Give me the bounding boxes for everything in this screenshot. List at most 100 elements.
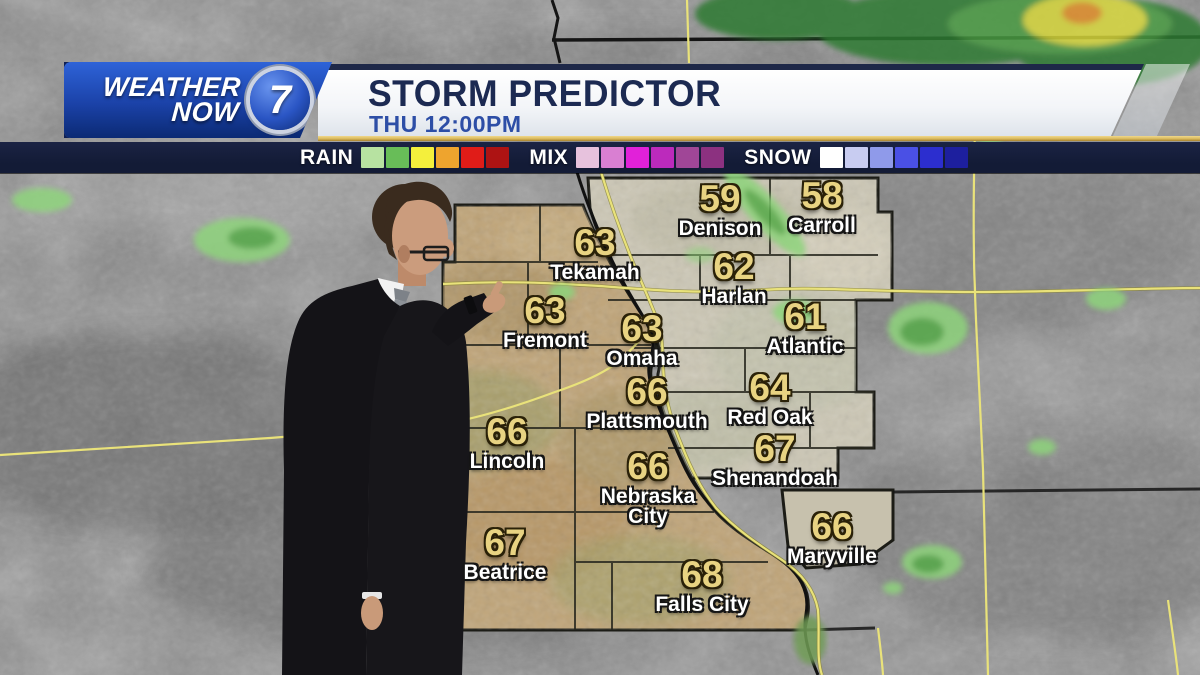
title-band — [318, 64, 1144, 138]
legend-swatch — [626, 147, 650, 168]
legend-swatch — [894, 147, 918, 168]
legend-swatch — [651, 147, 675, 168]
channel-number: 7 — [268, 77, 292, 122]
station-city: Beatrice — [463, 561, 547, 585]
missouri-river — [575, 171, 820, 675]
station-city: Plattsmouth — [586, 410, 708, 434]
presenter-watch — [463, 295, 478, 315]
station-temp: 66 — [486, 411, 528, 452]
page-title: STORM PREDICTOR — [368, 73, 722, 114]
station-city: Atlantic — [766, 335, 844, 359]
station: 63 Fremont — [503, 290, 587, 353]
station-temp: 61 — [784, 296, 826, 337]
legend-swatch — [386, 147, 410, 168]
station-city: Nebraska City — [600, 485, 696, 529]
station: 64 Red Oak — [727, 367, 813, 430]
station: 59 Denison — [678, 178, 762, 241]
legend-swatch — [461, 147, 485, 168]
station: 58 Carroll — [788, 175, 856, 238]
legend-swatches — [361, 147, 510, 168]
presenter-ear — [398, 245, 410, 263]
presenter-hair-front — [385, 181, 453, 222]
presenter-suit-left — [282, 279, 400, 675]
station-temp: 67 — [754, 428, 796, 469]
legend-swatches — [819, 147, 968, 168]
station-temp: 68 — [681, 554, 723, 595]
legend-swatch — [844, 147, 868, 168]
station-temp: 64 — [749, 367, 791, 408]
storm-cell-top-right — [695, 0, 1200, 86]
legend-swatch — [361, 147, 385, 168]
legend-group-mix: MIX — [529, 145, 725, 170]
station-temp: 58 — [801, 175, 843, 216]
station: 61 Atlantic — [766, 296, 844, 359]
legend-swatch — [869, 147, 893, 168]
station-temp: 67 — [484, 522, 526, 563]
county-grid-lines — [443, 178, 1200, 632]
brand-line2: NOW — [170, 97, 241, 127]
station-temp: 66 — [811, 506, 853, 547]
station: 66 Lincoln — [469, 411, 545, 474]
legend-label: SNOW — [744, 145, 812, 169]
forecast-timestamp: THU 12:00PM — [369, 111, 522, 137]
presenter-raised-arm — [432, 293, 496, 346]
station: 68 Falls City — [655, 554, 749, 617]
legend-swatch — [944, 147, 968, 168]
radar-overlay — [12, 0, 1200, 594]
station: 63 Tekamah — [550, 222, 640, 285]
legend-label: RAIN — [300, 145, 354, 169]
station: 67 Shenandoah — [711, 428, 839, 491]
legend-content: RAIN MIX SNOW — [300, 146, 968, 170]
station-temp: 63 — [574, 222, 616, 263]
presenter-suit-right — [366, 300, 470, 675]
legend-swatch — [601, 147, 625, 168]
presenter-pointing-hand — [482, 293, 506, 313]
legend-swatch — [676, 147, 700, 168]
legend-group-snow: SNOW — [744, 145, 968, 170]
legend-swatch — [411, 147, 435, 168]
presenter-pointing-finger — [490, 281, 503, 298]
presenter-left-hand — [361, 596, 383, 630]
legend-swatch — [701, 147, 725, 168]
station-temp: 59 — [699, 178, 741, 219]
station-city: Lincoln — [469, 450, 545, 474]
station-city: Maryville — [787, 545, 877, 569]
station-city: Falls City — [655, 593, 749, 617]
station-city: Denison — [678, 217, 762, 241]
county-block-maryville — [780, 488, 895, 570]
station-city: Red Oak — [727, 406, 813, 430]
station-city: Fremont — [503, 329, 587, 353]
legend-label: MIX — [529, 145, 569, 169]
presenter-tie-knot — [394, 288, 410, 302]
station-city: Tekamah — [550, 261, 640, 285]
station-temp: 63 — [621, 308, 663, 349]
station-temp: 63 — [524, 290, 566, 331]
station-temp: 66 — [626, 371, 668, 412]
brand-name: WEATHER NOW — [76, 75, 241, 125]
brand-logo-block: WEATHER NOW 7 — [64, 62, 332, 138]
station: 66 Maryville — [787, 506, 877, 569]
station: 66 Nebraska City — [600, 446, 696, 529]
precip-legend-bar: RAIN MIX SNOW — [0, 142, 1200, 173]
station-city: Omaha — [606, 347, 678, 371]
station: 67 Beatrice — [463, 522, 547, 585]
legend-swatch — [919, 147, 943, 168]
channel-7-logo: 7 — [250, 70, 310, 130]
presenter-cuff — [362, 592, 382, 599]
station-temp: 66 — [627, 446, 669, 487]
station-city: Shenandoah — [711, 467, 839, 491]
weather-presenter — [282, 181, 506, 675]
legend-swatches — [576, 147, 725, 168]
legend-group-rain: RAIN — [300, 145, 510, 170]
station-city: Carroll — [788, 214, 856, 238]
station: 63 Omaha — [606, 308, 678, 371]
station-city: Harlan — [701, 285, 767, 309]
legend-swatch — [436, 147, 460, 168]
gold-accent-line — [318, 136, 1200, 141]
legend-swatch — [486, 147, 510, 168]
station: 62 Harlan — [701, 248, 767, 309]
